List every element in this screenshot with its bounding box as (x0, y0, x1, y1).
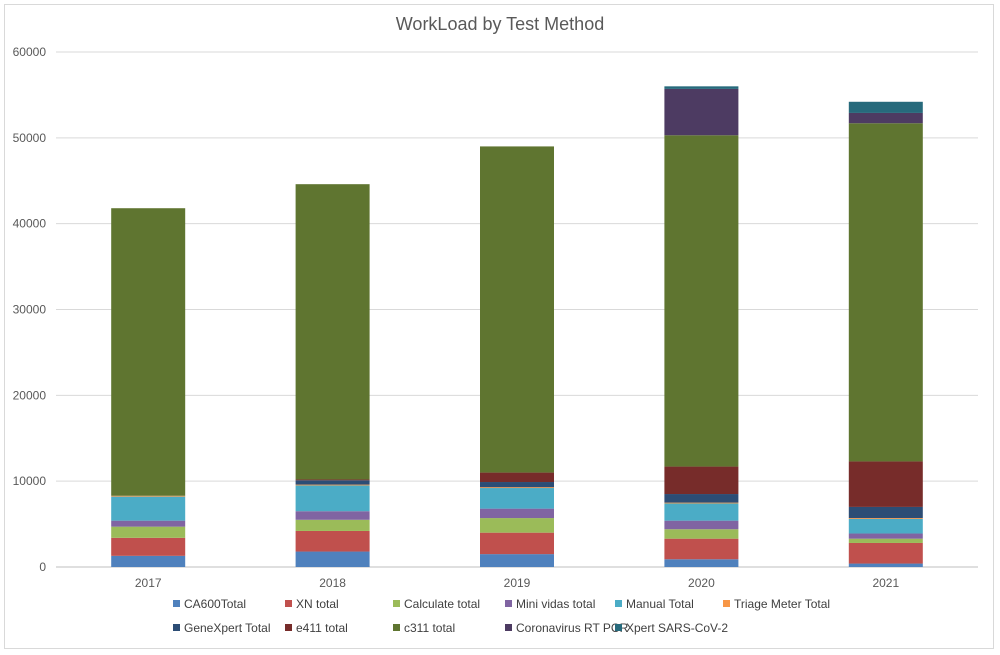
legend-label: c311 total (404, 621, 455, 635)
bar-segment (295, 519, 370, 531)
legend-swatch (393, 624, 400, 631)
bar-segment (480, 518, 554, 533)
y-tick-label: 20000 (13, 388, 47, 402)
legend-swatch (723, 600, 730, 607)
legend-swatch (505, 624, 512, 631)
legend-label: e411 total (296, 621, 348, 635)
bar-segment (480, 487, 554, 489)
bar-segment (295, 479, 370, 481)
bars (111, 86, 923, 567)
bar-segment (848, 101, 923, 113)
bar-segment (111, 537, 186, 556)
x-tick-label: 2020 (688, 576, 715, 590)
legend-swatch (285, 600, 292, 607)
bar-segment (848, 563, 923, 567)
legend-swatch (285, 624, 292, 631)
bar-segment (480, 532, 554, 555)
bar-segment (111, 496, 186, 521)
bar-segment (480, 508, 554, 519)
y-tick-label: 40000 (13, 217, 47, 231)
legend-swatch (173, 600, 180, 607)
bar-segment (664, 135, 739, 467)
bar-segment (664, 502, 739, 504)
legend-label: GeneXpert Total (184, 621, 271, 635)
bar-segment (295, 480, 370, 485)
y-tick-label: 30000 (13, 303, 47, 317)
x-tick-label: 2018 (319, 576, 346, 590)
bar-segment (111, 520, 186, 527)
bar-segment (848, 538, 923, 543)
legend-label: Coronavirus RT PCR (516, 621, 629, 635)
bar-segment (111, 495, 186, 497)
legend-label: Mini vidas total (516, 597, 595, 611)
bar-segment (848, 461, 923, 507)
bar-segment (848, 533, 923, 539)
bar-segment (480, 482, 554, 488)
x-tick-label: 2021 (872, 576, 899, 590)
legend-label: Triage Meter Total (734, 597, 830, 611)
bar-segment (295, 184, 370, 480)
bar-segment (848, 506, 923, 519)
chart-title: WorkLoad by Test Method (395, 14, 605, 34)
bar-segment (664, 494, 739, 503)
bar-segment (295, 485, 370, 512)
y-axis: 0 10000 20000 30000 40000 50000 60000 (13, 45, 47, 574)
bar-segment (295, 530, 370, 552)
bar-segment (480, 472, 554, 483)
y-tick-label: 10000 (13, 474, 47, 488)
legend-label: Calculate total (404, 597, 480, 611)
x-tick-label: 2019 (504, 576, 531, 590)
bar-segment (664, 86, 739, 89)
y-tick-label: 50000 (13, 131, 47, 145)
x-axis: 2017 2018 2019 2020 2021 (135, 576, 900, 590)
legend-swatch (615, 624, 622, 631)
bar-segment (664, 503, 739, 521)
bar-segment (848, 112, 923, 124)
legend-swatch (173, 624, 180, 631)
bar-segment (664, 529, 739, 539)
bar-segment (111, 526, 186, 538)
legend-label: XN total (296, 597, 339, 611)
legend-swatch (615, 600, 622, 607)
legend-label: CA600Total (184, 597, 246, 611)
y-tick-label: 0 (39, 560, 46, 574)
bar-segment (664, 520, 739, 530)
bar-segment (664, 466, 739, 495)
legend-label: Manual Total (626, 597, 694, 611)
bar-segment (480, 488, 554, 509)
bar-segment (848, 123, 923, 462)
bar-segment (848, 542, 923, 564)
x-tick-label: 2017 (135, 576, 162, 590)
legend-label: Xpert SARS-CoV-2 (626, 621, 728, 635)
legend-swatch (505, 600, 512, 607)
bar-segment (480, 146, 554, 473)
bar-segment (295, 511, 370, 520)
bar-segment (664, 538, 739, 560)
bar-segment (480, 554, 554, 567)
bar-segment (111, 208, 186, 496)
legend: CA600Total XN total Calculate total Mini vi… (173, 597, 830, 635)
legend-swatch (393, 600, 400, 607)
bar-segment (664, 88, 739, 136)
bar-segment (295, 551, 370, 567)
bar-segment (111, 555, 186, 567)
bar-segment (664, 559, 739, 567)
bar-segment (848, 518, 923, 534)
bar-segment (295, 484, 370, 486)
y-tick-label: 60000 (13, 45, 47, 59)
bar-segment (848, 518, 923, 519)
